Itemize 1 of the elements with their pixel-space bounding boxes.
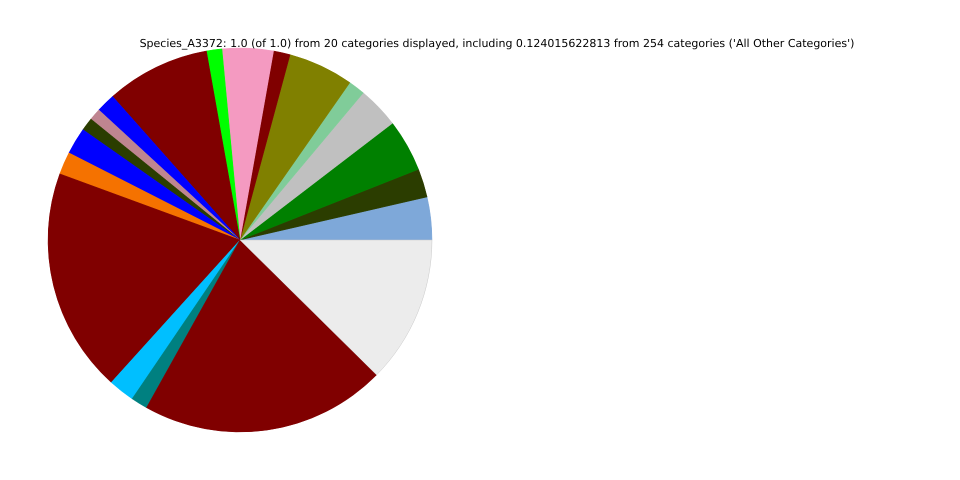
text: Species_A3372: 1.0 (of 1.0) from 20 categories displayed, including 0.124015622813 from 254 categories ('All Other Categories') (140, 37, 854, 50)
